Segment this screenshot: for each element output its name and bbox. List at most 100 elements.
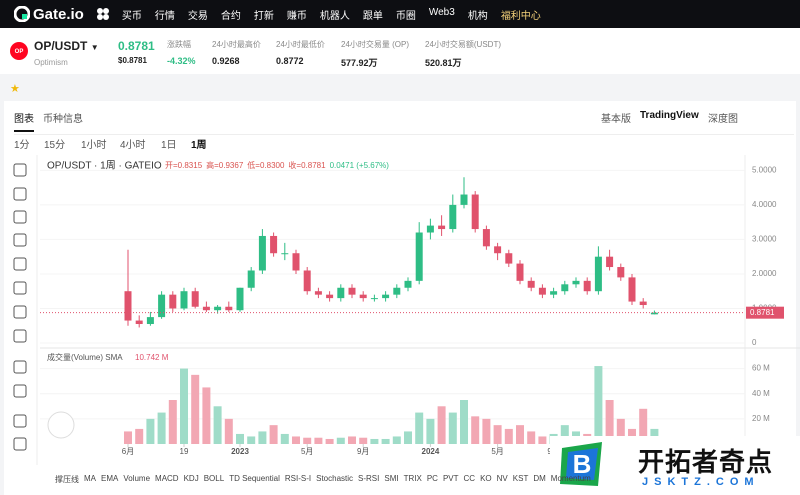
- nav-item[interactable]: 合约: [220, 10, 241, 22]
- volume-bar: [359, 437, 368, 444]
- interval[interactable]: 4小时: [120, 140, 146, 151]
- x-tick-label: 5月: [491, 447, 503, 456]
- drawing-tool[interactable]: [13, 257, 27, 271]
- candle-body: [292, 253, 300, 271]
- indicator[interactable]: KO: [480, 474, 492, 483]
- chart-title: OP/USDT · 1周 · GATEIO: [47, 160, 162, 172]
- interval[interactable]: 1日: [161, 140, 177, 151]
- stat-label: 24小时交易量 (OP): [341, 40, 410, 49]
- candle-body: [650, 312, 658, 315]
- tab[interactable]: 深度图: [708, 114, 738, 125]
- interval[interactable]: 1小时: [81, 140, 107, 151]
- interval[interactable]: 15分: [44, 140, 66, 151]
- watermark-logo: B: [560, 442, 602, 486]
- nav-item[interactable]: 币圈: [395, 10, 416, 22]
- drawing-tool[interactable]: [13, 437, 27, 451]
- indicator[interactable]: KST: [512, 474, 529, 483]
- drawing-tool[interactable]: [13, 187, 27, 201]
- candle-body: [270, 235, 278, 254]
- indicator[interactable]: RSI-S-I: [284, 474, 312, 483]
- nav-item[interactable]: 福利中心: [500, 10, 541, 22]
- nav-item[interactable]: 赚币: [286, 10, 307, 22]
- tab[interactable]: TradingView: [640, 110, 699, 121]
- nav-item[interactable]: 买币: [121, 10, 142, 22]
- nav-item[interactable]: 行情: [154, 10, 175, 22]
- indicator[interactable]: Momentum: [550, 474, 591, 483]
- volume-tick-label: 40 M: [752, 389, 770, 398]
- drawing-tool[interactable]: [13, 281, 27, 295]
- pair[interactable]: OP/USDT ▼: [34, 39, 99, 53]
- indicator[interactable]: MA: [84, 474, 96, 483]
- tab[interactable]: 币种信息: [43, 114, 83, 125]
- candle-body: [482, 229, 490, 247]
- svg-text:B: B: [573, 449, 592, 479]
- stat: 24小时最高价 0.9268: [212, 39, 261, 66]
- volume-bar: [325, 438, 334, 444]
- x-tick-label: 2024: [422, 447, 440, 456]
- indicator[interactable]: CC: [463, 474, 476, 483]
- tv-logo: [47, 411, 75, 439]
- indicator[interactable]: TD Sequential: [229, 474, 280, 483]
- indicator[interactable]: S-RSI: [358, 474, 380, 483]
- candle-body: [370, 298, 378, 300]
- drawing-tool[interactable]: [13, 414, 27, 428]
- drawing-tool[interactable]: [13, 210, 27, 224]
- candle-body: [583, 280, 591, 292]
- indicator[interactable]: Volume: [123, 474, 151, 483]
- candle-body: [169, 294, 177, 309]
- favorite-star[interactable]: ★: [10, 83, 20, 95]
- volume-bar: [560, 425, 569, 444]
- candle-body: [628, 277, 636, 302]
- candle-body: [527, 280, 535, 288]
- logo[interactable]: Gate.io: [14, 6, 84, 23]
- svg-text:OP: OP: [15, 49, 24, 55]
- nav-item[interactable]: 交易: [187, 10, 208, 22]
- tab[interactable]: 基本版: [601, 114, 631, 125]
- indicator[interactable]: 撑压线: [55, 475, 79, 484]
- indicator[interactable]: TRIX: [403, 474, 422, 483]
- nav-item[interactable]: Web3: [428, 6, 455, 18]
- y-tick-label: 2.0000: [752, 269, 777, 278]
- candle-body: [247, 270, 255, 288]
- indicator[interactable]: PC: [426, 474, 438, 483]
- x-tick-label: 6月: [122, 447, 134, 456]
- nav-item[interactable]: 打新: [253, 10, 274, 22]
- candle-body: [382, 294, 390, 299]
- candle-body: [236, 287, 244, 311]
- indicator[interactable]: BOLL: [203, 474, 225, 483]
- indicator[interactable]: KDJ: [183, 474, 199, 483]
- drawing-tool[interactable]: [13, 329, 27, 343]
- volume-bar: [527, 431, 536, 444]
- indicator[interactable]: MACD: [155, 474, 179, 483]
- interval[interactable]: 1分: [14, 140, 30, 151]
- nav-item[interactable]: 机构: [467, 10, 488, 22]
- y-tick-label: 5.0000: [752, 165, 777, 174]
- candle-body: [538, 287, 546, 295]
- candle-body: [258, 235, 266, 271]
- indicator[interactable]: SMI: [384, 474, 399, 483]
- candle-body: [202, 306, 210, 311]
- interval[interactable]: 1周: [191, 140, 207, 151]
- price: 0.8781: [118, 39, 155, 53]
- volume-bar: [448, 412, 457, 444]
- ohlc-legend: 低=0.8300: [247, 160, 285, 170]
- coin-icon: OP: [10, 42, 28, 60]
- stat-value: 577.92万: [341, 58, 378, 68]
- drawing-tool[interactable]: [13, 384, 27, 398]
- indicator[interactable]: PVT: [442, 474, 459, 483]
- volume-bar: [639, 408, 648, 444]
- nav-item[interactable]: 机器人: [319, 10, 350, 22]
- indicator[interactable]: EMA: [101, 474, 119, 483]
- drawing-tool[interactable]: [13, 233, 27, 247]
- drawing-tool[interactable]: [13, 163, 27, 177]
- tab[interactable]: 图表: [14, 110, 34, 132]
- menu-grid[interactable]: [96, 7, 110, 21]
- nav-item[interactable]: 跟单: [362, 10, 383, 22]
- indicator[interactable]: Stochastic: [316, 474, 354, 483]
- volume-bar: [269, 425, 278, 444]
- indicator[interactable]: DM: [533, 474, 546, 483]
- indicator[interactable]: NV: [496, 474, 508, 483]
- drawing-tool[interactable]: [13, 305, 27, 319]
- volume-bar: [538, 436, 547, 444]
- drawing-tool[interactable]: [13, 360, 27, 374]
